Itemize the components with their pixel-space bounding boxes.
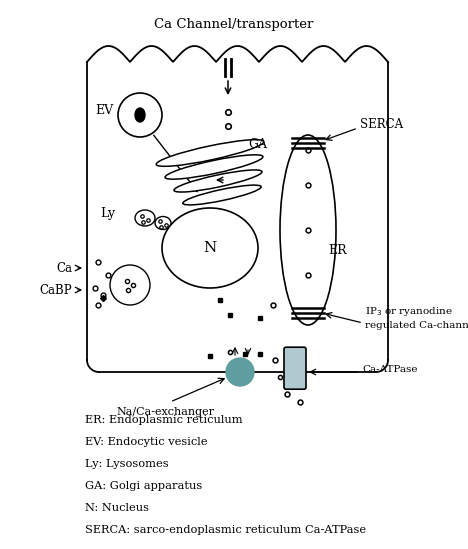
Text: ER: ER [328, 244, 347, 256]
Ellipse shape [174, 170, 262, 192]
Text: SERCA: SERCA [360, 119, 403, 132]
Ellipse shape [156, 139, 264, 166]
Text: CaBP: CaBP [39, 283, 72, 296]
Text: N: N [204, 241, 217, 255]
Text: ER: Endoplasmic reticulum: ER: Endoplasmic reticulum [85, 415, 242, 425]
Text: SERCA: sarco-endoplasmic reticulum Ca-ATPase: SERCA: sarco-endoplasmic reticulum Ca-AT… [85, 525, 366, 535]
Circle shape [226, 358, 254, 386]
Text: Ca: Ca [56, 261, 72, 274]
Ellipse shape [162, 208, 258, 288]
FancyBboxPatch shape [284, 347, 306, 389]
Circle shape [110, 265, 150, 305]
Text: EV: EV [95, 104, 113, 117]
Ellipse shape [280, 135, 336, 325]
Ellipse shape [183, 185, 261, 205]
Text: Ca Channel/transporter: Ca Channel/transporter [154, 18, 314, 31]
Text: Ca-ATPase: Ca-ATPase [362, 366, 417, 374]
Text: GA: Golgi apparatus: GA: Golgi apparatus [85, 481, 202, 491]
Text: IP$_3$ or ryanodine: IP$_3$ or ryanodine [365, 305, 453, 317]
Text: EV: Endocytic vesicle: EV: Endocytic vesicle [85, 437, 207, 447]
Ellipse shape [135, 108, 145, 122]
Ellipse shape [135, 210, 155, 226]
Text: Na/Ca-exchanger: Na/Ca-exchanger [116, 407, 214, 417]
Text: N: Nucleus: N: Nucleus [85, 503, 149, 513]
Text: Ly: Lysosomes: Ly: Lysosomes [85, 459, 168, 469]
Circle shape [118, 93, 162, 137]
Ellipse shape [165, 155, 263, 179]
Ellipse shape [155, 216, 171, 229]
Text: Ly: Ly [100, 208, 115, 221]
Text: GA: GA [248, 138, 267, 152]
Text: regulated Ca-channel: regulated Ca-channel [365, 321, 468, 329]
